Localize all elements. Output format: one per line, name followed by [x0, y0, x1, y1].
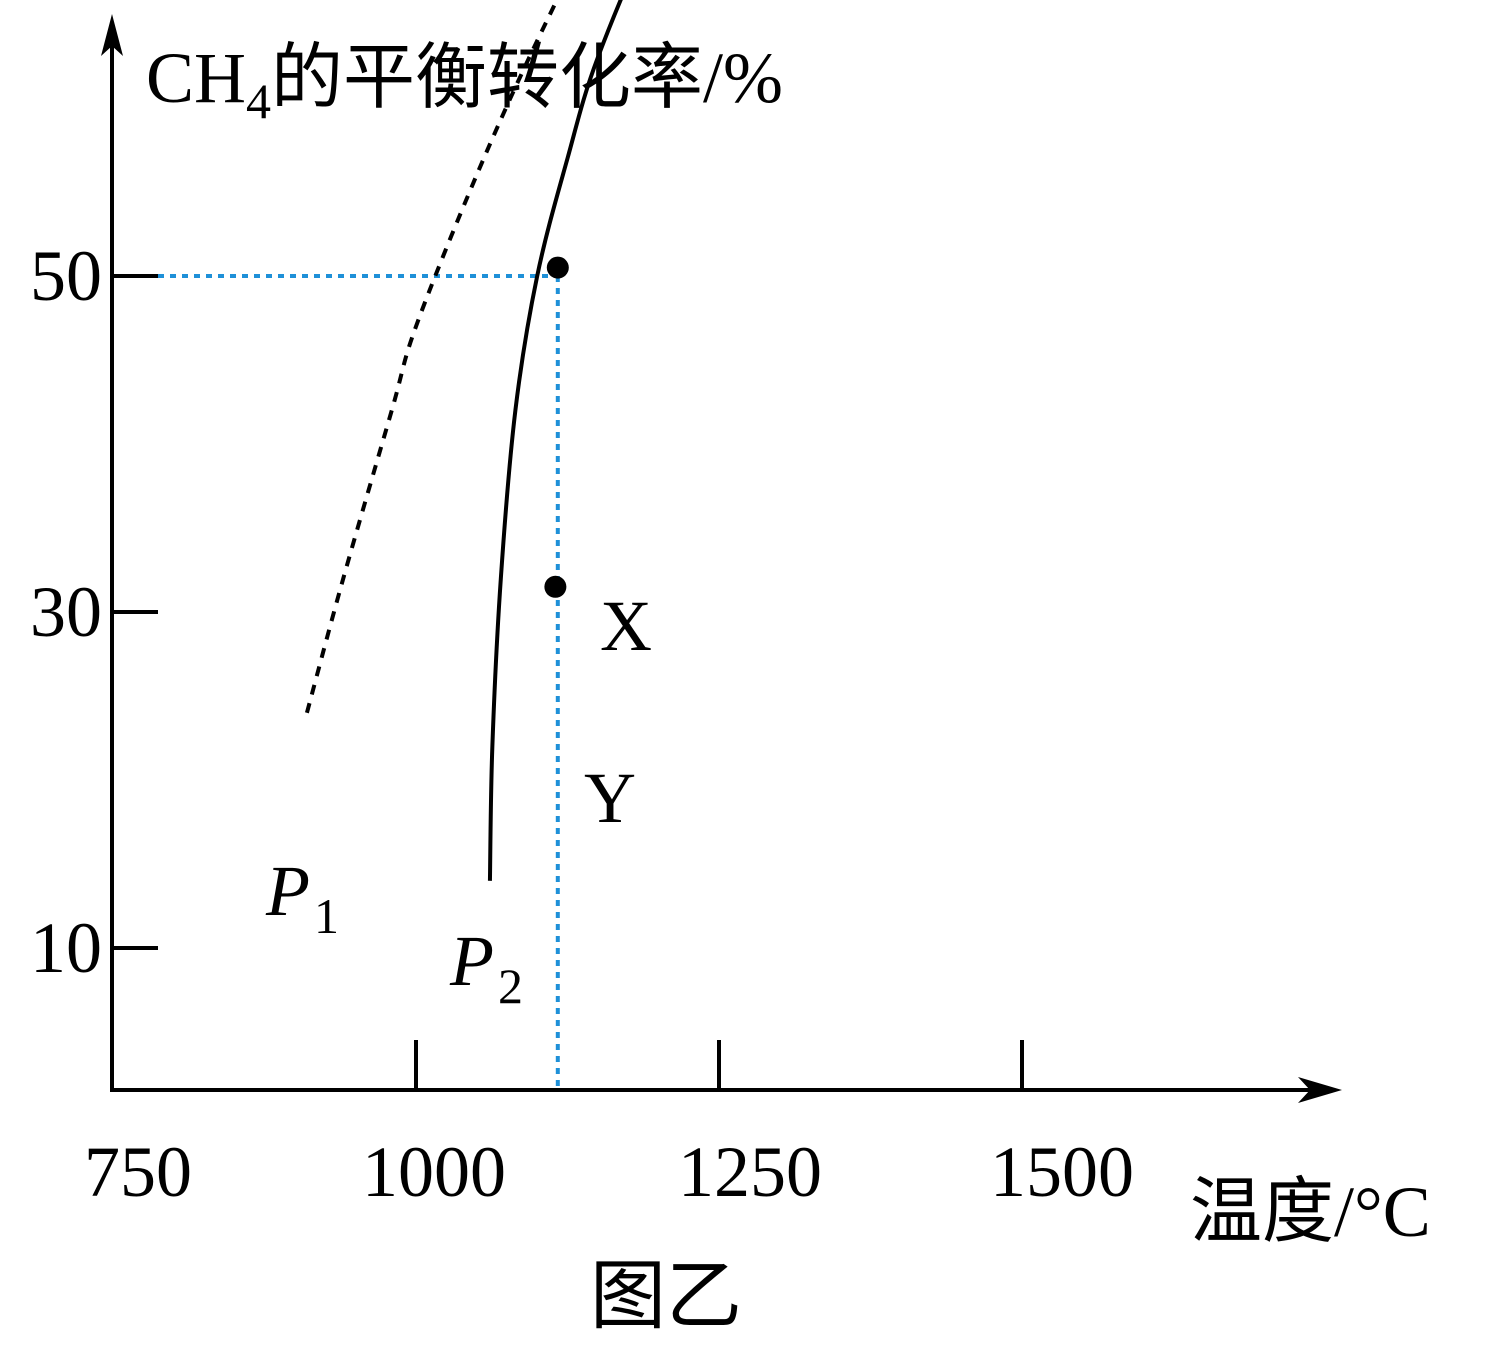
markers: XY	[544, 256, 652, 838]
x-axis-arrow	[1298, 1077, 1342, 1103]
marker-X	[546, 256, 569, 279]
axes	[101, 14, 1342, 1103]
x-tick-label: 1250	[678, 1132, 822, 1212]
y-axis-title-prefix: CH	[146, 38, 246, 118]
y-tick-label: 30	[30, 572, 102, 652]
y-tick-label: 50	[30, 236, 102, 316]
series-label-P2: P2	[449, 921, 523, 1014]
y-axis-arrow	[101, 14, 123, 56]
y-axis-title-suffix: 的平衡转化率/%	[271, 38, 783, 118]
series-label-P1: P1	[265, 851, 339, 944]
x-tick-label: 1500	[990, 1132, 1134, 1212]
series: P1 P2	[265, 0, 623, 1014]
x-tick-label: 1000	[362, 1132, 506, 1212]
y-axis-title: CH4的平衡转化率/%	[146, 38, 783, 129]
marker-label-X: X	[600, 586, 652, 666]
guide-lines	[158, 274, 560, 1090]
marker-label-Y: Y	[584, 758, 636, 838]
y-tick-label: 10	[30, 908, 102, 988]
figure-caption: 图乙	[590, 1255, 742, 1339]
y-ticks: 1030507090	[30, 236, 158, 988]
x-tick-label: 750	[84, 1132, 192, 1212]
series-line-P2	[487, 0, 623, 881]
x-axis-title: 温度/°C	[1190, 1172, 1431, 1252]
x-ticks: 750 1000 1250 1500	[84, 1040, 1134, 1212]
y-axis-title-subscript: 4	[246, 73, 271, 129]
marker-Y	[544, 575, 567, 598]
